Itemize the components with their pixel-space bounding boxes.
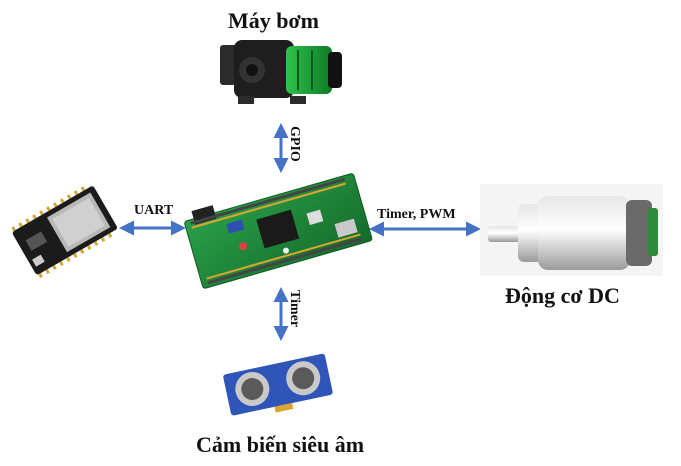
pump-image xyxy=(220,40,342,104)
ultrasonic-image xyxy=(223,353,333,416)
ultrasonic-title: Cảm biến siêu âm xyxy=(196,432,365,457)
timer-pwm-label: Timer, PWM xyxy=(377,207,456,222)
motor-title: Động cơ DC xyxy=(505,283,620,308)
pump-title: Máy bơm xyxy=(228,8,320,33)
mcu-board-image xyxy=(184,173,373,289)
esp32-image xyxy=(11,186,117,278)
uart-label: UART xyxy=(134,203,174,218)
motor-image xyxy=(480,184,663,276)
